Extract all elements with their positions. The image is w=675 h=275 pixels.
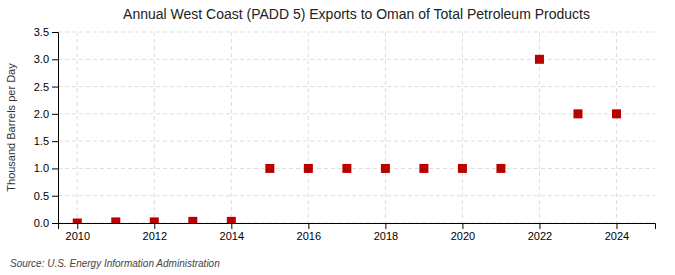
point (73, 219, 82, 224)
x-axis-tick: 2010 (66, 223, 90, 242)
y-axis-tick-label: 1.0 (34, 162, 49, 174)
x-axis-tick-label: 2016 (297, 230, 321, 242)
y-axis-tick-label: 2.5 (34, 81, 49, 93)
x-axis-tick-mark (308, 223, 309, 229)
point (188, 217, 197, 223)
point (458, 164, 467, 173)
x-axis-tick-label: 2012 (143, 230, 167, 242)
grid-line-x (154, 32, 155, 223)
x-axis-tick-label: 2022 (528, 230, 552, 242)
x-axis-tick-label: 2018 (374, 230, 398, 242)
x-axis-tick-mark (385, 223, 386, 229)
x-axis-tick-label: 2010 (66, 230, 90, 242)
y-axis: 0.0 0.5 1.0 1.5 2.0 2.5 3.0 3.5 (34, 26, 59, 229)
point (342, 164, 351, 173)
y-axis-tick-label: 2.0 (34, 108, 49, 120)
y-axis-title: Thousand Barrels per Day (5, 63, 17, 192)
point (419, 164, 428, 173)
x-axis-tick-mark (539, 223, 540, 229)
y-axis-tick: 3.5 (34, 26, 58, 38)
grid (58, 32, 655, 223)
grid-line-y (58, 86, 655, 87)
grid-line-y (58, 195, 655, 196)
grid-line-x (231, 32, 232, 223)
point (265, 164, 274, 173)
y-axis-tick-mark (52, 168, 58, 169)
y-axis-tick-label: 1.5 (34, 135, 49, 147)
grid-line-y (58, 168, 655, 169)
x-axis-tick: 2018 (374, 223, 398, 242)
chart: 2010 2012 2014 2016 2018 2020 2022 2024 0.0 0.5 1.… (0, 0, 675, 275)
y-axis-tick-mark (52, 114, 58, 115)
x-axis-tick-label: 2024 (605, 230, 629, 242)
x-axis-tick: 2024 (605, 223, 629, 242)
y-axis-tick: 1.0 (34, 162, 58, 174)
point (381, 164, 390, 173)
y-axis-tick-mark (52, 196, 58, 197)
y-axis-tick-mark (52, 223, 58, 224)
point (227, 217, 236, 223)
point (612, 109, 621, 118)
grid-line-y (58, 141, 655, 142)
grid-line-x (385, 32, 386, 223)
y-axis-tick-mark (52, 141, 58, 142)
x-axis-tick-mark (154, 223, 155, 229)
grid-line-y (58, 32, 655, 33)
title: Annual West Coast (PADD 5) Exports to Om… (123, 6, 590, 22)
x-axis-tick: 2014 (220, 223, 244, 242)
source-note: Source: U.S. Energy Information Administ… (10, 258, 220, 269)
x-axis-tick-label: 2014 (220, 230, 244, 242)
y-axis-tick-mark (52, 32, 58, 33)
x-axis-tick: 2022 (528, 223, 552, 242)
x-axis-tick: 2012 (143, 223, 167, 242)
y-axis-tick-label: 3.0 (34, 53, 49, 65)
y-axis-tick: 3.0 (34, 53, 58, 65)
point (150, 217, 159, 223)
points (73, 55, 621, 223)
point (535, 55, 544, 64)
grid-line-x (462, 32, 463, 223)
x-axis-line (59, 224, 656, 230)
x-axis-tick-mark (231, 223, 232, 229)
grid-line-x (77, 32, 78, 223)
x-axis: 2010 2012 2014 2016 2018 2020 2022 2024 (59, 223, 656, 242)
y-axis-tick-label: 0.0 (34, 217, 49, 229)
grid-line-x (308, 32, 309, 223)
plot-area: 2010 2012 2014 2016 2018 2020 2022 2024 0.0 0.5 1.… (34, 26, 656, 242)
y-axis-tick-label: 3.5 (34, 26, 49, 38)
grid-line-x (616, 32, 617, 223)
point (573, 109, 582, 118)
x-axis-tick: 2020 (451, 223, 475, 242)
y-axis-line (52, 33, 59, 224)
y-axis-tick: 2.0 (34, 108, 58, 120)
y-axis-tick: 0.0 (34, 217, 58, 229)
grid-line-y (58, 59, 655, 60)
x-axis-tick-label: 2020 (451, 230, 475, 242)
y-axis-tick-mark (52, 59, 58, 60)
point (496, 164, 505, 173)
x-axis-tick-mark (616, 223, 617, 229)
y-axis-tick-mark (52, 87, 58, 88)
point (111, 217, 120, 223)
x-axis-tick-mark (462, 223, 463, 229)
y-axis-tick-label: 0.5 (34, 190, 49, 202)
y-axis-tick: 1.5 (34, 135, 58, 147)
grid-line-y (58, 113, 655, 114)
x-axis-tick: 2016 (297, 223, 321, 242)
point (304, 164, 313, 173)
y-axis-tick: 0.5 (34, 190, 58, 202)
y-axis-tick: 2.5 (34, 81, 58, 93)
x-axis-tick-mark (77, 223, 78, 229)
